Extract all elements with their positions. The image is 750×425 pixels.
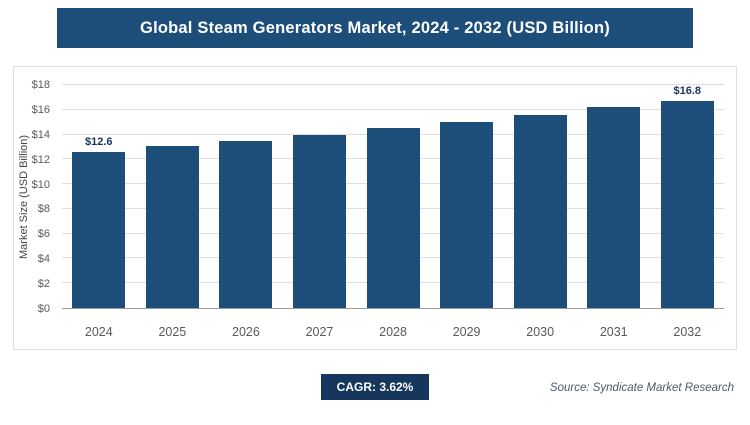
chart-title: Global Steam Generators Market, 2024 - 2…	[140, 18, 610, 37]
bar-2031	[587, 107, 641, 308]
bar-2030	[513, 114, 567, 308]
x-tick-label: 2024	[84, 325, 113, 339]
bar-slot	[430, 85, 504, 308]
bar-value-label: $12.6	[85, 135, 113, 148]
title-banner: Global Steam Generators Market, 2024 - 2…	[57, 8, 693, 48]
bar-slot	[356, 85, 430, 308]
bar-2029	[440, 122, 494, 308]
bar-slot: $12.6	[62, 85, 136, 308]
bar-slot	[209, 85, 283, 308]
x-tick-label: 2028	[379, 325, 407, 339]
y-tick-label: $18	[31, 79, 50, 91]
chart-area: Market Size (USD Billion) $0 $2 $4 $6 $8 $10 $…	[13, 66, 737, 350]
bar-2027	[292, 134, 346, 308]
bar-slot	[503, 85, 577, 308]
bars-container: $12.6 $16.8	[62, 85, 724, 308]
x-axis-labels: 2024 2025 2026 2027 2028 2029 2030 2031 2032	[62, 325, 724, 339]
bar-slot	[136, 85, 210, 308]
bar-2032	[660, 101, 714, 308]
cagr-badge: CAGR: 3.62%	[320, 374, 430, 400]
x-tick-label: 2032	[673, 325, 702, 339]
footer: CAGR: 3.62% Source: Syndicate Market Res…	[0, 374, 750, 406]
bar-2024	[72, 151, 126, 308]
x-tick-label: 2025	[158, 325, 187, 339]
y-tick-label: $16	[31, 103, 50, 116]
bar-slot	[577, 85, 651, 308]
bar-2026	[219, 140, 273, 308]
cagr-badge-row: CAGR: 3.62%	[0, 374, 750, 400]
bar-2025	[145, 145, 199, 308]
x-tick-label: 2029	[452, 325, 481, 339]
y-tick-label: $14	[31, 128, 50, 141]
x-tick-label: 2027	[305, 325, 334, 339]
y-tick-label: $4	[37, 253, 50, 266]
bar-slot: $16.8	[651, 85, 725, 308]
gridline	[62, 108, 724, 110]
bar-value-label: $16.8	[673, 85, 702, 97]
y-tick-label: $2	[37, 278, 50, 291]
y-tick-label: $0	[37, 303, 50, 315]
bar-slot	[283, 85, 357, 308]
y-tick-label: $12	[31, 153, 50, 166]
y-axis-ticks: $0 $2 $4 $6 $8 $10 $12 $14 $16 $18	[14, 79, 58, 315]
y-tick-label: $8	[37, 203, 50, 216]
plot-area: $12.6 $16.8	[62, 84, 724, 309]
source-attribution: Source: Syndicate Market Research	[549, 382, 734, 394]
x-tick-label: 2030	[526, 325, 555, 339]
y-tick-label: $6	[37, 228, 50, 241]
y-tick-label: $10	[31, 178, 50, 191]
x-tick-label: 2026	[232, 325, 260, 339]
x-tick-label: 2031	[599, 325, 628, 339]
gridline	[62, 84, 724, 85]
bar-2028	[366, 128, 420, 308]
